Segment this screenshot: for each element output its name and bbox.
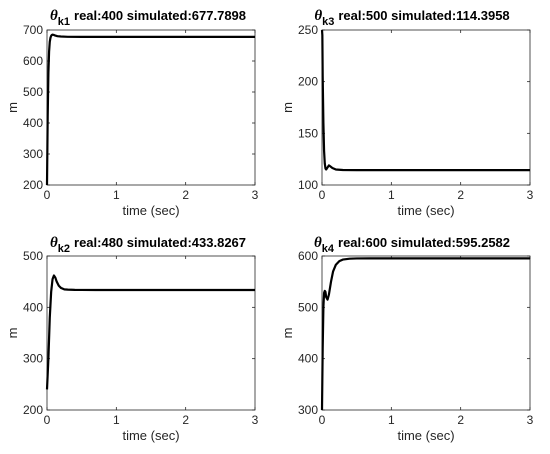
title-subscript: k4 bbox=[322, 243, 335, 255]
title-symbol: θ bbox=[314, 235, 322, 251]
subplot-theta-k3: θk3 real:500 simulated:114.3958 0 1 2 3 100 15… bbox=[280, 8, 534, 218]
plot-area bbox=[46, 29, 256, 186]
title-text: real:600 simulated:595.2582 bbox=[338, 235, 510, 250]
plot-area bbox=[46, 255, 256, 411]
y-tick-label: 300 bbox=[298, 403, 318, 417]
x-tick-label: 0 bbox=[319, 188, 326, 202]
subplot-theta-k4: θk4 real:600 simulated:595.2582 0 1 2 3 300 40… bbox=[280, 235, 534, 443]
x-tick-label: 0 bbox=[44, 413, 51, 427]
y-tick-label: 400 bbox=[23, 300, 43, 314]
y-tick-label: 200 bbox=[23, 403, 43, 417]
series-line bbox=[320, 29, 530, 172]
subplot-theta-k2: θk2 real:480 simulated:433.8267 0 1 2 3 200 30… bbox=[5, 235, 259, 443]
plot-area bbox=[321, 29, 531, 186]
series-line bbox=[45, 274, 255, 390]
x-tick-label: 2 bbox=[182, 188, 189, 202]
title-subscript: k2 bbox=[58, 243, 70, 255]
x-tick-label: 2 bbox=[457, 188, 464, 202]
x-tick-label: 2 bbox=[457, 413, 464, 427]
title-symbol: θ bbox=[50, 8, 58, 24]
x-tick-label: 3 bbox=[527, 413, 534, 427]
y-axis-label: m bbox=[280, 328, 295, 339]
series-line bbox=[320, 257, 530, 411]
x-axis-label: time (sec) bbox=[122, 203, 179, 218]
x-axis-label: time (sec) bbox=[397, 203, 454, 218]
plot-area bbox=[321, 255, 531, 411]
y-tick-label: 250 bbox=[298, 23, 318, 37]
y-tick-label: 200 bbox=[298, 75, 318, 89]
y-tick-label: 500 bbox=[298, 300, 318, 314]
title-text: real:500 simulated:114.3958 bbox=[338, 8, 509, 23]
y-axis-label: m bbox=[280, 102, 295, 113]
x-tick-label: 2 bbox=[182, 413, 189, 427]
x-tick-label: 1 bbox=[113, 413, 120, 427]
x-tick-label: 0 bbox=[319, 413, 326, 427]
series-line bbox=[45, 33, 255, 186]
x-tick-label: 1 bbox=[113, 188, 120, 202]
y-tick-label: 150 bbox=[298, 126, 318, 140]
subplot-title: θk3 real:500 simulated:114.3958 bbox=[314, 8, 509, 28]
x-tick-label: 3 bbox=[527, 188, 534, 202]
y-tick-label: 600 bbox=[298, 249, 318, 263]
y-tick-label: 600 bbox=[23, 54, 43, 68]
y-axis-label: m bbox=[5, 328, 20, 339]
title-subscript: k3 bbox=[322, 16, 334, 28]
subplot-title: θk4 real:600 simulated:595.2582 bbox=[314, 235, 510, 255]
y-tick-label: 400 bbox=[23, 116, 43, 130]
x-tick-label: 1 bbox=[388, 413, 395, 427]
title-text: real:480 simulated:433.8267 bbox=[74, 235, 246, 250]
y-tick-label: 300 bbox=[23, 147, 43, 161]
y-tick-label: 500 bbox=[23, 85, 43, 99]
x-tick-label: 1 bbox=[388, 188, 395, 202]
y-tick-label: 700 bbox=[23, 23, 43, 37]
y-tick-label: 400 bbox=[298, 352, 318, 366]
title-symbol: θ bbox=[314, 8, 322, 24]
y-tick-label: 500 bbox=[23, 249, 43, 263]
subplot-title: θk2 real:480 simulated:433.8267 bbox=[50, 235, 246, 255]
title-subscript: k1 bbox=[58, 16, 70, 28]
x-axis-label: time (sec) bbox=[122, 428, 179, 443]
y-tick-label: 300 bbox=[23, 352, 43, 366]
x-tick-label: 3 bbox=[252, 413, 259, 427]
x-axis-label: time (sec) bbox=[397, 428, 454, 443]
x-tick-label: 0 bbox=[44, 188, 51, 202]
title-text: real:400 simulated:677.7898 bbox=[74, 8, 246, 23]
y-tick-label: 200 bbox=[23, 178, 43, 192]
y-tick-label: 100 bbox=[298, 178, 318, 192]
subplot-title: θk1 real:400 simulated:677.7898 bbox=[50, 8, 246, 28]
subplot-theta-k1: θk1 real:400 simulated:677.7898 0 1 2 3 200 30… bbox=[5, 8, 259, 218]
x-tick-label: 3 bbox=[252, 188, 259, 202]
title-symbol: θ bbox=[50, 235, 58, 251]
y-axis-label: m bbox=[5, 102, 20, 113]
